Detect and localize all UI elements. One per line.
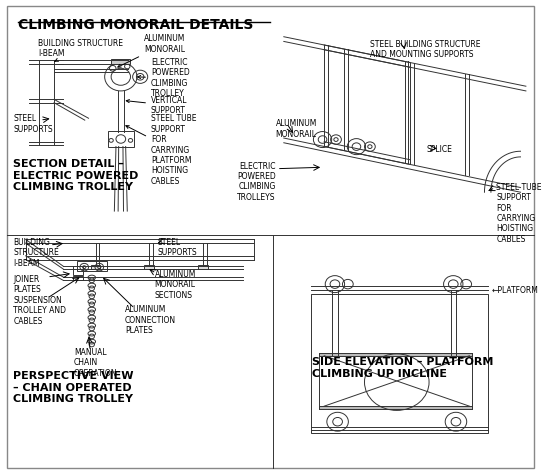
Text: VERTICAL
SUPPORT: VERTICAL SUPPORT	[126, 96, 188, 115]
Text: ALUMINUM
MONORAIL: ALUMINUM MONORAIL	[118, 35, 185, 67]
Text: SUSPENSION
TROLLEY AND
CABLES: SUSPENSION TROLLEY AND CABLES	[13, 296, 66, 326]
Text: CLIMBING MONORAIL DETAILS: CLIMBING MONORAIL DETAILS	[18, 18, 253, 32]
Text: STEEL BUILDING STRUCTURE
AND MOUNTING SUPPORTS: STEEL BUILDING STRUCTURE AND MOUNTING SU…	[370, 40, 480, 59]
Text: ALUMINUM
CONNECTION
PLATES: ALUMINUM CONNECTION PLATES	[125, 305, 176, 335]
Text: ←PLATFORM: ←PLATFORM	[492, 286, 539, 295]
Bar	[319, 353, 472, 356]
Text: ALUMINUM
MONORAIL
SECTIONS: ALUMINUM MONORAIL SECTIONS	[155, 270, 196, 300]
Bar	[145, 265, 154, 269]
Text: STEEL
SUPPORTS: STEEL SUPPORTS	[157, 238, 197, 257]
Text: STEEL TUBE
SUPPORT
FOR
CARRYING
HOISTING
CABLES: STEEL TUBE SUPPORT FOR CARRYING HOISTING…	[496, 183, 542, 244]
Text: BUILDING STRUCTURE
I-BEAM: BUILDING STRUCTURE I-BEAM	[38, 39, 123, 61]
Bar	[73, 276, 83, 280]
Text: SPLICE: SPLICE	[426, 145, 452, 154]
Bar	[311, 293, 488, 433]
Text: ELECTRIC
POWERED
CLIMBING
TROLLEYS: ELECTRIC POWERED CLIMBING TROLLEYS	[237, 162, 276, 202]
Bar	[91, 265, 100, 269]
Bar	[77, 261, 107, 271]
Bar	[111, 59, 130, 64]
Text: MANUAL
CHAIN
OPERATION: MANUAL CHAIN OPERATION	[74, 348, 118, 377]
Text: BUILDING
STRUCTURE
I-BEAM: BUILDING STRUCTURE I-BEAM	[13, 238, 59, 268]
Text: STEEL TUBE
SUPPORT
FOR
CARRYING
PLATFORM
HOISTING
CABLES: STEEL TUBE SUPPORT FOR CARRYING PLATFORM…	[126, 115, 197, 186]
Bar	[108, 131, 134, 146]
Bar	[319, 406, 472, 409]
Text: SIDE ELEVATION – PLATFORM
CLIMBING UP INCLINE: SIDE ELEVATION – PLATFORM CLIMBING UP IN…	[312, 357, 493, 379]
Text: ELECTRIC
POWERED
CLIMBING
TROLLEY: ELECTRIC POWERED CLIMBING TROLLEY	[137, 58, 190, 98]
Text: PERSPECTIVE VIEW
– CHAIN OPERATED
CLIMBING TROLLEY: PERSPECTIVE VIEW – CHAIN OPERATED CLIMBI…	[13, 371, 134, 404]
Text: SECTION DETAIL –
ELECTRIC POWERED
CLIMBING TROLLEY: SECTION DETAIL – ELECTRIC POWERED CLIMBI…	[13, 159, 139, 192]
Text: STEEL
SUPPORTS: STEEL SUPPORTS	[13, 115, 53, 134]
Text: JOINER
PLATES: JOINER PLATES	[13, 275, 41, 294]
Bar	[198, 265, 208, 269]
Bar	[73, 266, 83, 275]
Text: ALUMINUM
MONORAIL: ALUMINUM MONORAIL	[276, 119, 317, 138]
